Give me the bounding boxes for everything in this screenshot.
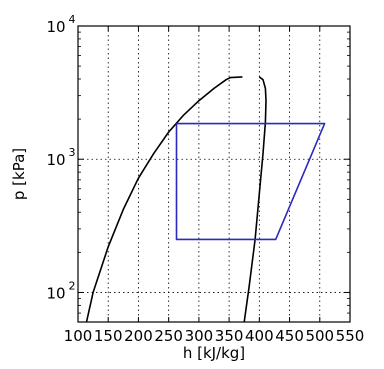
ticks (77, 25, 351, 323)
x-tick-label: 500 (305, 327, 334, 345)
x-tick-label: 400 (245, 327, 274, 345)
plot-background (78, 26, 350, 322)
x-axis-label: h [kJ/kg] (183, 344, 245, 362)
refrigeration-cycle (175, 122, 326, 241)
saturated-vapor-line (243, 76, 267, 322)
x-tick-label: 200 (124, 327, 153, 345)
y-tick-label: 10 (46, 18, 65, 36)
x-tick-label: 300 (185, 327, 214, 345)
series-layer (85, 76, 326, 322)
x-tick-label: 100 (64, 327, 93, 345)
y-tick-exponent: 2 (69, 279, 76, 292)
y-tick-exponent: 4 (69, 13, 76, 26)
saturated-liquid-line (85, 76, 243, 322)
plot-frame (77, 25, 351, 323)
x-tick-label: 350 (215, 327, 244, 345)
tick-labels: 100 150 200 250 300 350 400 450 500 550 10 2 10 3 10 4 (46, 13, 364, 345)
y-axis-label: p [kPa] (10, 148, 28, 200)
y-tick-exponent: 3 (69, 146, 76, 159)
x-tick-label: 550 (336, 327, 365, 345)
x-tick-label: 250 (154, 327, 183, 345)
y-tick-label: 10 (46, 284, 65, 302)
y-tick-label: 10 (46, 151, 65, 169)
x-tick-label: 150 (94, 327, 123, 345)
grid (78, 26, 350, 322)
x-tick-label: 450 (275, 327, 304, 345)
